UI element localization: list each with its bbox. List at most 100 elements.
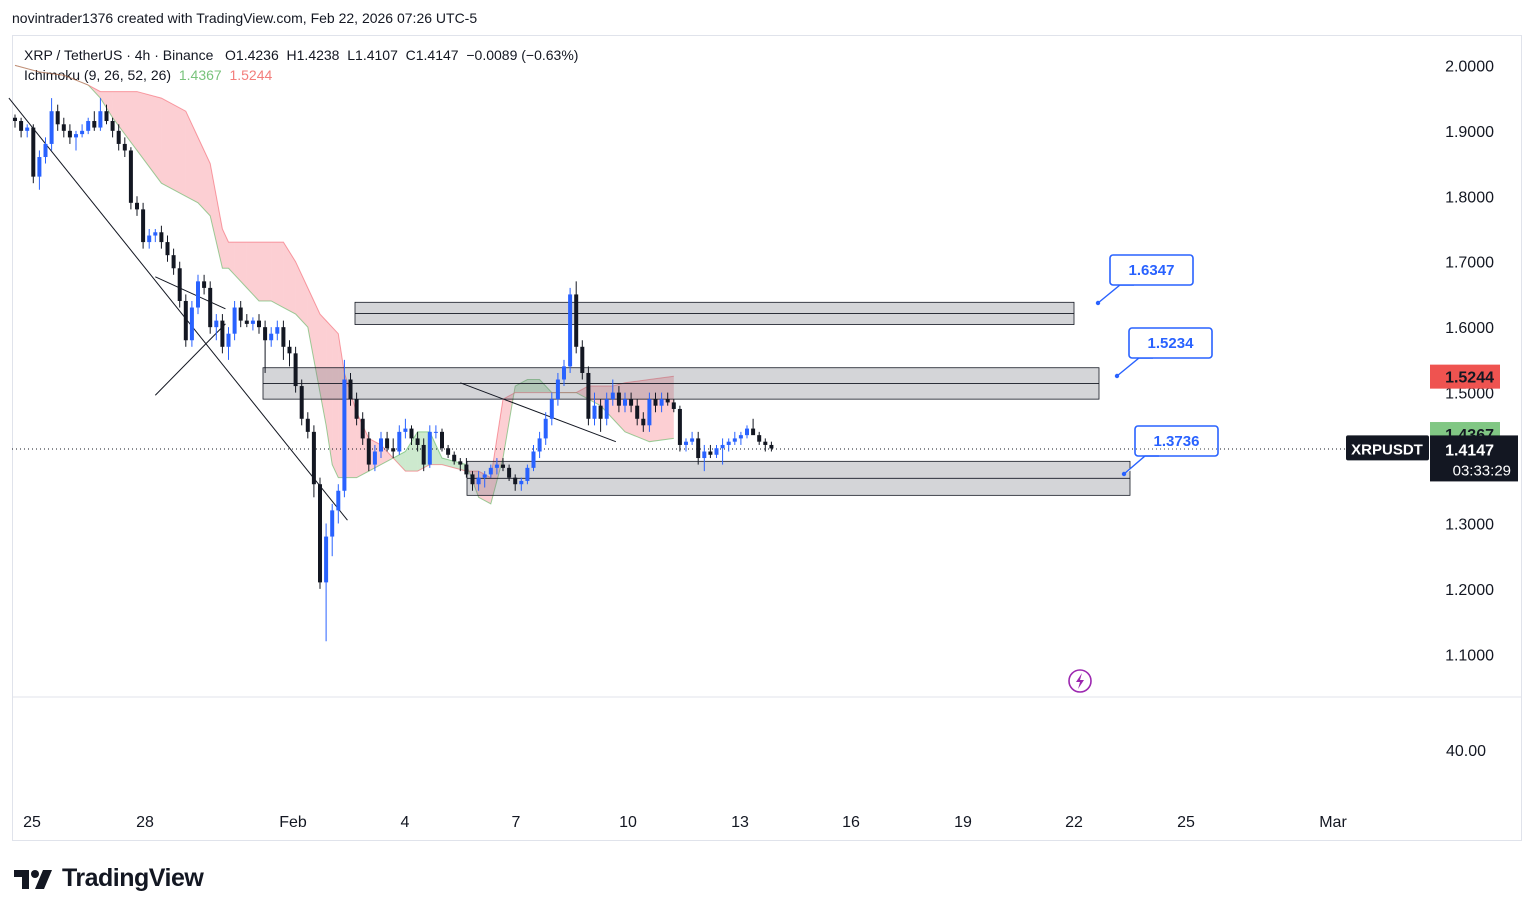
candle-body <box>202 281 207 288</box>
candle-body <box>501 464 505 468</box>
indicator-legend-row: Ichimoku (9, 26, 52, 26) 1.4367 1.5244 <box>24 65 578 85</box>
candle <box>25 124 30 138</box>
candle <box>732 431 737 445</box>
price-change: −0.0089 (−0.63%) <box>466 47 579 63</box>
candle <box>574 281 579 354</box>
span-a-line <box>14 64 674 505</box>
cloud-segment <box>326 320 333 465</box>
candle-body <box>104 111 109 122</box>
cloud-segment <box>320 314 327 426</box>
candle-body <box>305 418 310 432</box>
candle <box>202 274 207 295</box>
candle <box>220 314 225 354</box>
candle-body <box>128 150 133 203</box>
cloud-segment <box>112 91 137 151</box>
candle <box>55 104 60 131</box>
cloud-segment <box>234 242 247 288</box>
candle-body <box>738 435 743 439</box>
cloud-segment <box>161 98 186 197</box>
price-tick: 1.7000 <box>1445 255 1494 272</box>
candle <box>379 431 383 459</box>
candle <box>257 314 261 334</box>
candle <box>226 327 231 360</box>
candle <box>391 438 396 459</box>
price-callout[interactable]: 1.3736 <box>1121 425 1219 477</box>
candle <box>720 438 725 465</box>
cloud-segment <box>429 431 442 465</box>
candle <box>348 372 353 406</box>
candle-body <box>543 418 548 439</box>
candle <box>372 444 377 472</box>
callout-anchor <box>1114 373 1120 379</box>
tradingview-logo[interactable]: TradingView <box>14 864 204 893</box>
indicator-name[interactable]: Ichimoku (9, 26, 52, 26) <box>24 67 172 83</box>
candle-body <box>110 121 115 131</box>
price-tag-box <box>1430 364 1500 389</box>
candle <box>513 474 518 491</box>
price-callout[interactable]: 1.5234 <box>1114 327 1213 379</box>
candle <box>568 287 573 373</box>
candle <box>757 431 762 445</box>
candle <box>586 366 591 426</box>
cloud-segment <box>527 379 540 393</box>
callout-pointer <box>1097 284 1134 304</box>
cloud-segment <box>295 261 308 328</box>
price-callout[interactable]: 1.6347 <box>1095 254 1194 306</box>
candle-body <box>336 490 341 511</box>
candle <box>476 471 481 491</box>
cloud-segment <box>515 379 528 393</box>
price-tick: 1.8000 <box>1445 189 1494 206</box>
price-tick: 1.2000 <box>1445 582 1494 599</box>
candle <box>653 392 658 413</box>
candle <box>610 379 615 406</box>
candle <box>592 392 597 426</box>
cloud-segment <box>246 242 259 301</box>
candle-body <box>397 431 402 452</box>
candle-body <box>604 399 609 419</box>
candle <box>726 438 731 452</box>
price-axis: 2.0000 1.9000 1.8000 1.7000 1.6000 1.5000 1.30… <box>1445 58 1494 664</box>
candle-body <box>360 418 365 439</box>
candle-body <box>763 441 768 445</box>
candle <box>299 379 304 426</box>
main-downtrend <box>8 97 348 521</box>
time-axis: 25 28 Feb 4 7 10 13 16 19 22 25 Mar <box>23 814 1347 831</box>
candle <box>330 503 335 557</box>
time-tick: 25 <box>23 814 41 831</box>
candle-body <box>482 474 487 478</box>
candle <box>494 458 499 475</box>
candle <box>43 137 48 164</box>
candle-body <box>43 143 48 158</box>
candle-body <box>531 451 536 468</box>
tradingview-wordmark: TradingView <box>62 864 204 892</box>
candle-body <box>653 399 658 406</box>
candle-body <box>726 441 731 445</box>
price-tick: 1.1000 <box>1445 647 1494 664</box>
price-tick: 1.5000 <box>1445 386 1494 403</box>
candle <box>537 431 542 459</box>
candle <box>189 300 194 347</box>
support-resistance-zones <box>262 301 1131 496</box>
symbol-name[interactable]: XRP / TetherUS · 4h · Binance <box>24 47 214 63</box>
candle <box>409 425 414 445</box>
time-tick: 28 <box>136 814 154 831</box>
candle-body <box>116 130 121 144</box>
time-tick: Feb <box>279 814 307 831</box>
candle <box>385 431 390 452</box>
candle-body <box>568 294 573 367</box>
candle-body <box>244 320 249 324</box>
candle <box>311 425 316 498</box>
ohlc-open: O1.4236 <box>225 47 279 63</box>
candle <box>427 425 432 468</box>
candle-body <box>80 130 85 135</box>
candle <box>147 229 152 249</box>
alert-bolt-icon[interactable] <box>1068 669 1092 693</box>
callout-label: 1.3736 <box>1154 433 1200 450</box>
candle-body <box>629 399 634 406</box>
candle <box>269 327 274 347</box>
cloud-segment <box>490 399 503 504</box>
candle-body <box>183 300 188 341</box>
candle-body <box>732 438 737 442</box>
candle-body <box>427 431 432 465</box>
